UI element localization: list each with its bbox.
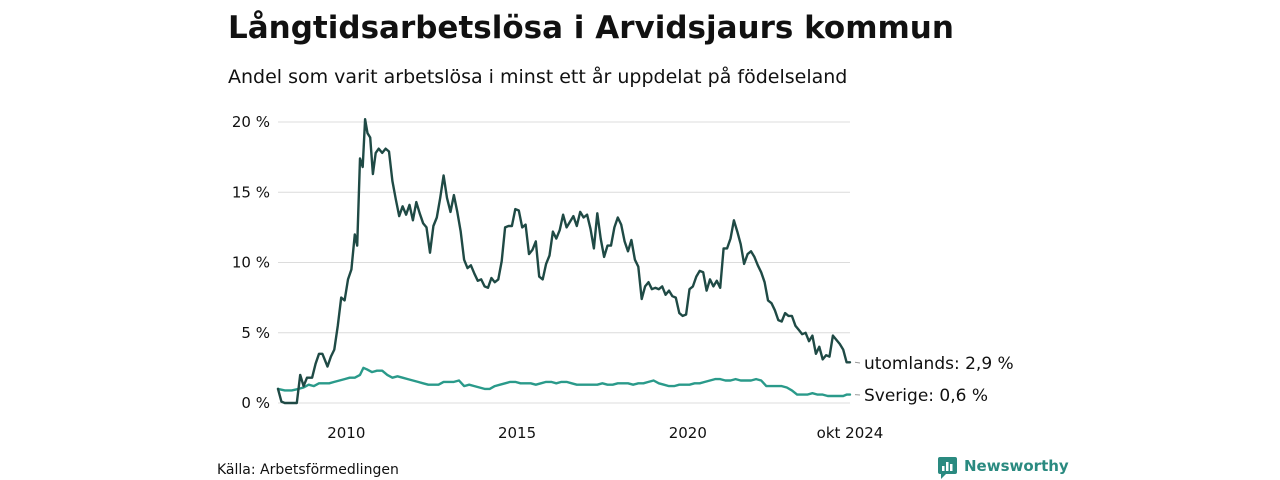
chart-title: Långtidsarbetslösa i Arvidsjaurs kommun: [228, 10, 954, 46]
series-line-utomlands: [276, 118, 852, 405]
series-line-sverige: [276, 366, 852, 398]
end-label-connector: [854, 361, 861, 364]
newsworthy-logo-icon: [938, 457, 957, 479]
y-tick-label: 5 %: [241, 324, 270, 342]
chart-subtitle: Andel som varit arbetslösa i minst ett å…: [228, 65, 847, 88]
end-label-utomlands: utomlands: 2,9 %: [864, 354, 1014, 374]
x-tick-label: 2020: [669, 424, 707, 442]
x-axis-ticks: 2010 2015 2020 okt 2024: [327, 424, 883, 442]
x-tick-label: 2010: [327, 424, 365, 442]
x-tick-label: okt 2024: [817, 424, 884, 442]
y-tick-label: 10 %: [232, 254, 270, 272]
end-labels: utomlands: 2,9 % Sverige: 0,6 %: [854, 354, 1014, 406]
y-tick-label: 0 %: [241, 394, 270, 412]
series-lines: [276, 118, 852, 405]
source-text: Källa: Arbetsförmedlingen: [217, 462, 399, 478]
y-tick-label: 15 %: [232, 183, 270, 201]
y-axis-ticks: 0 % 5 % 10 % 15 % 20 %: [232, 113, 270, 412]
newsworthy-logo-text: Newsworthy: [964, 457, 1069, 475]
newsworthy-logo: Newsworthy: [938, 457, 1069, 479]
end-label-sverige: Sverige: 0,6 %: [864, 386, 988, 406]
gridlines: [278, 121, 850, 404]
x-tick-label: 2015: [498, 424, 536, 442]
y-tick-label: 20 %: [232, 113, 270, 131]
